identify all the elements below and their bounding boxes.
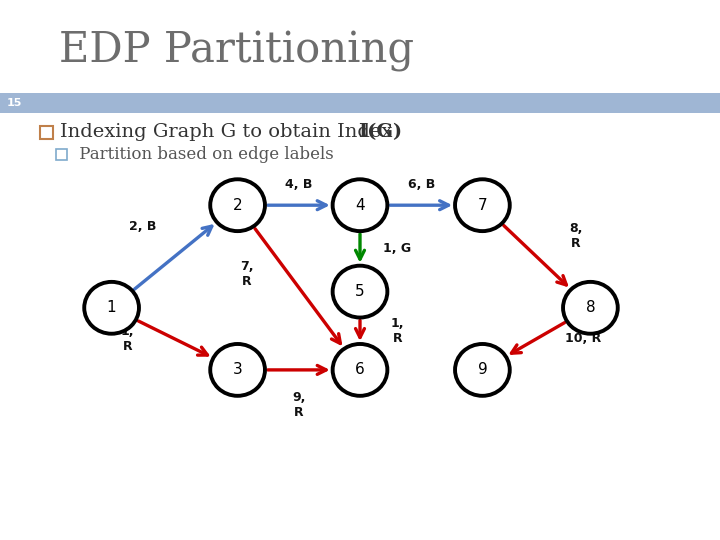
Bar [40,126,53,139]
Bar [56,150,67,160]
Ellipse shape [455,179,510,231]
Text: EDP Partitioning: EDP Partitioning [59,30,414,72]
Text: Indexing Graph G to obtain Index: Indexing Graph G to obtain Index [60,123,398,141]
Text: 10, R: 10, R [565,332,601,346]
Ellipse shape [455,344,510,396]
Text: 7,
R: 7, R [240,260,253,288]
Ellipse shape [333,179,387,231]
Text: 7: 7 [477,198,487,213]
Ellipse shape [333,266,387,318]
Ellipse shape [333,344,387,396]
Text: 8,
R: 8, R [570,222,582,250]
Ellipse shape [84,282,139,334]
Text: 1, G: 1, G [383,242,412,255]
Text: 3: 3 [233,362,243,377]
Text: 6: 6 [355,362,365,377]
Text: 1,
R: 1, R [121,325,135,353]
Text: 8: 8 [585,300,595,315]
Bar [0,93,720,113]
Text: Partition based on edge labels: Partition based on edge labels [74,146,334,164]
Text: 4: 4 [355,198,365,213]
Text: 2: 2 [233,198,243,213]
Text: 15: 15 [6,98,22,108]
Ellipse shape [210,344,265,396]
Ellipse shape [210,179,265,231]
Ellipse shape [563,282,618,334]
Text: 2, B: 2, B [128,220,156,233]
Text: 1: 1 [107,300,117,315]
Text: 9: 9 [477,362,487,377]
Text: 9,
R: 9, R [292,391,305,419]
Text: 1,
R: 1, R [391,317,404,345]
Text: 4, B: 4, B [285,178,312,191]
Text: I(G): I(G) [359,123,402,141]
Text: 6, B: 6, B [408,178,435,191]
Text: 5: 5 [355,284,365,299]
